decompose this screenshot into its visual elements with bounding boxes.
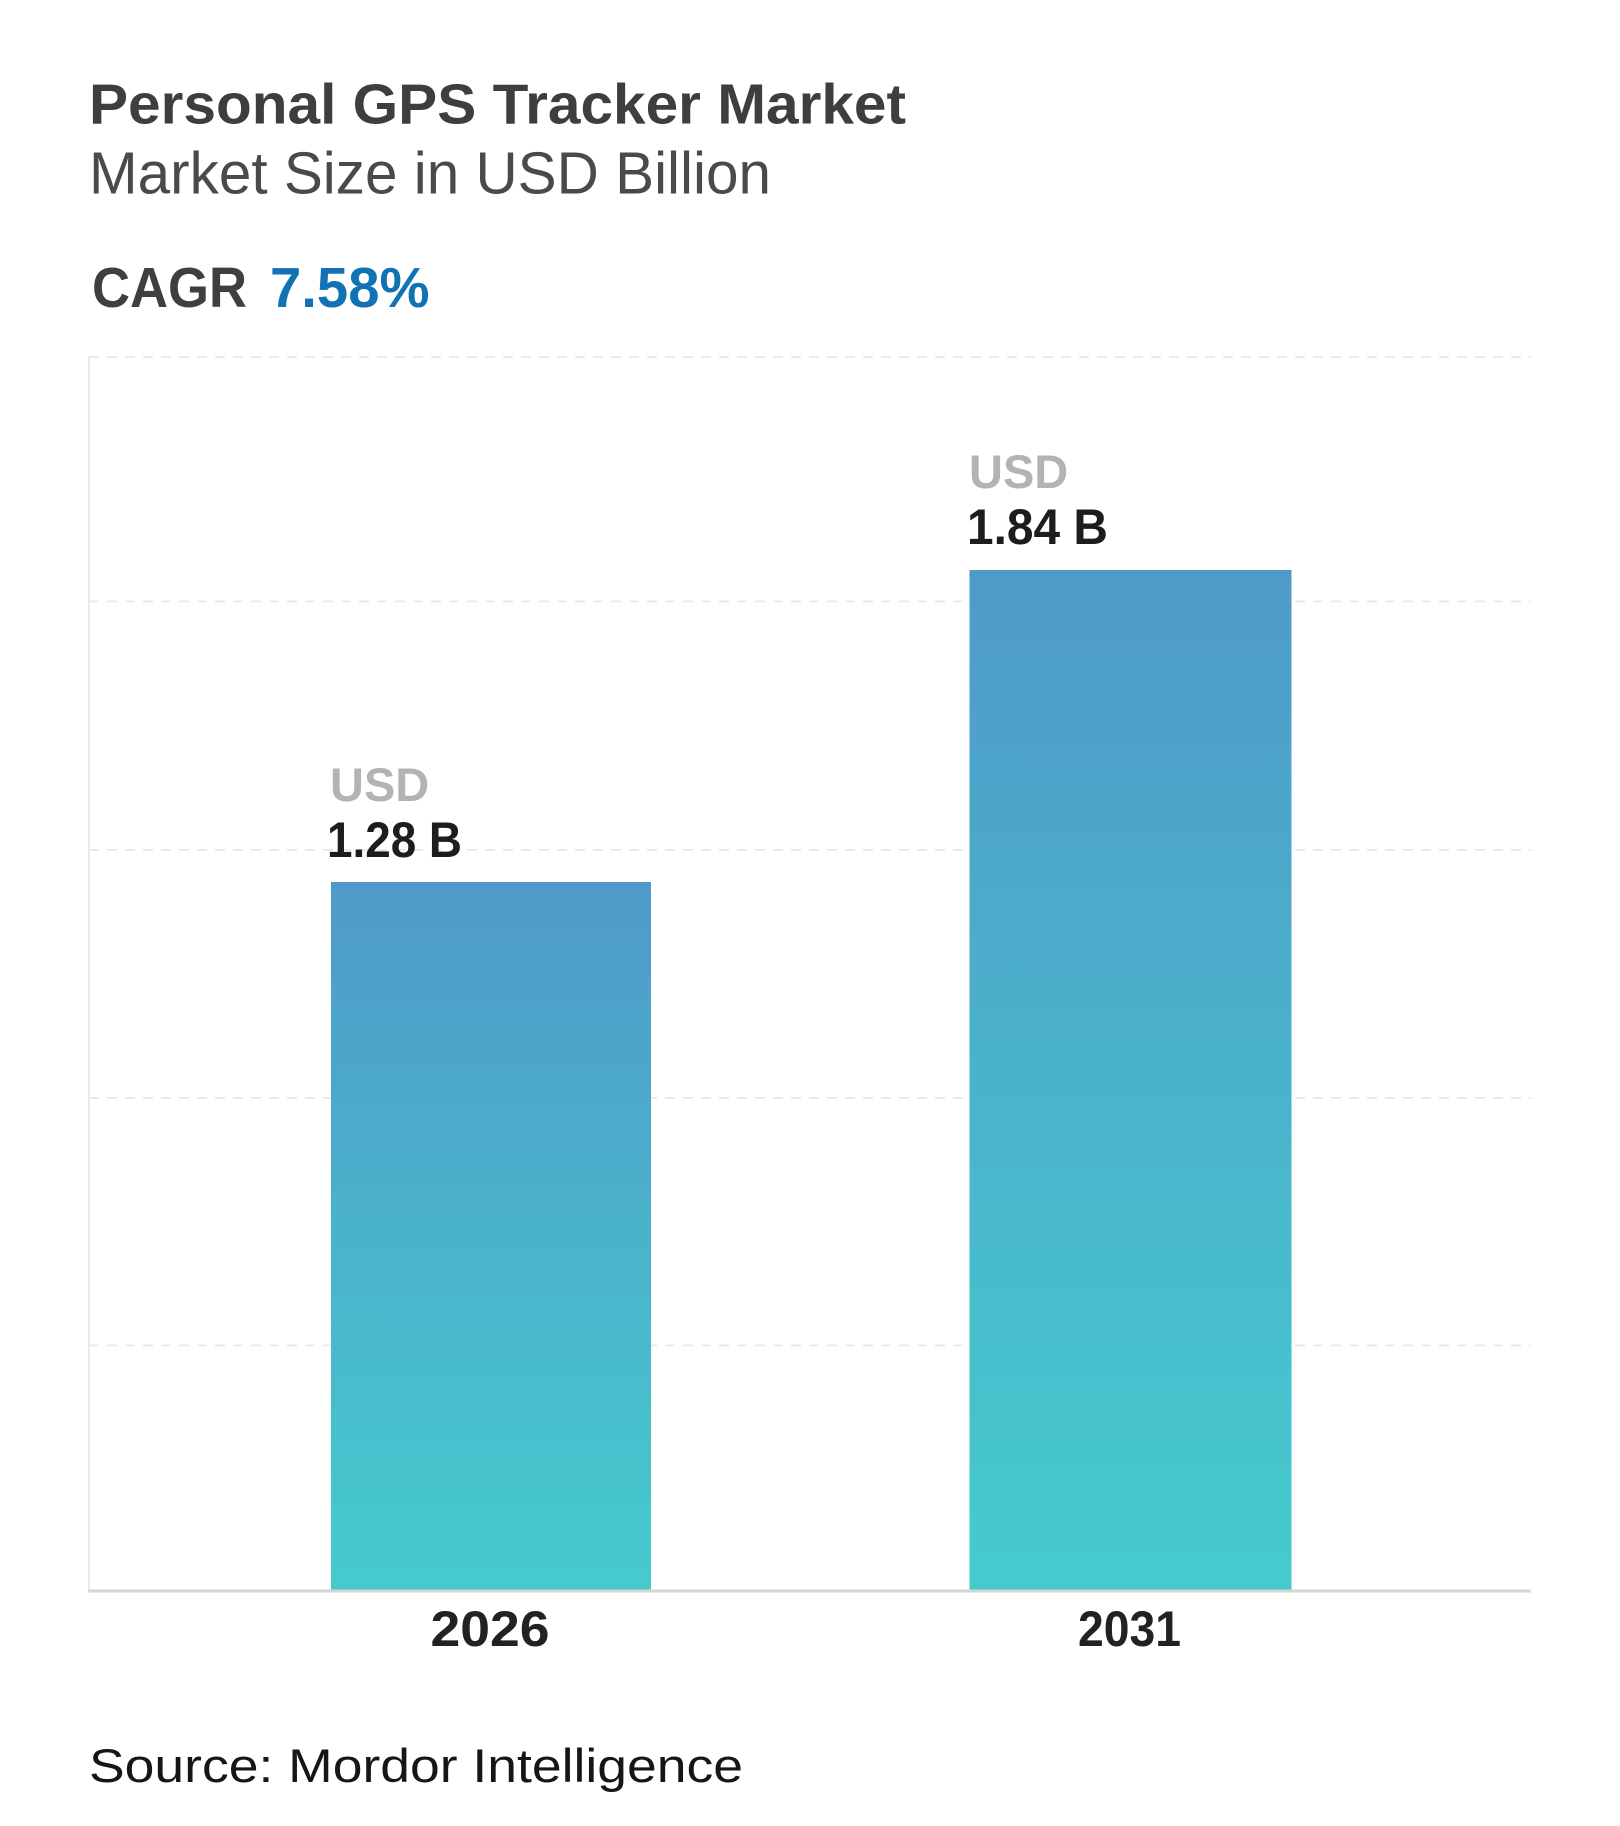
svg-text:Personal GPS Tracker Market: Personal GPS Tracker Market [89,73,906,137]
svg-text:USD: USD [969,445,1068,498]
svg-text:CAGR: CAGR [92,256,247,320]
svg-text:2031: 2031 [1078,1601,1181,1657]
svg-text:1.28 B: 1.28 B [327,812,462,868]
svg-text:7.58%: 7.58% [270,256,430,320]
svg-text:Market Size in USD Billion: Market Size in USD Billion [89,139,771,206]
svg-text:2026: 2026 [431,1601,550,1657]
svg-text:USD: USD [330,758,429,811]
svg-text:Source: Mordor Intelligence: Source: Mordor Intelligence [89,1740,743,1793]
svg-text:1.84 B: 1.84 B [967,499,1108,555]
